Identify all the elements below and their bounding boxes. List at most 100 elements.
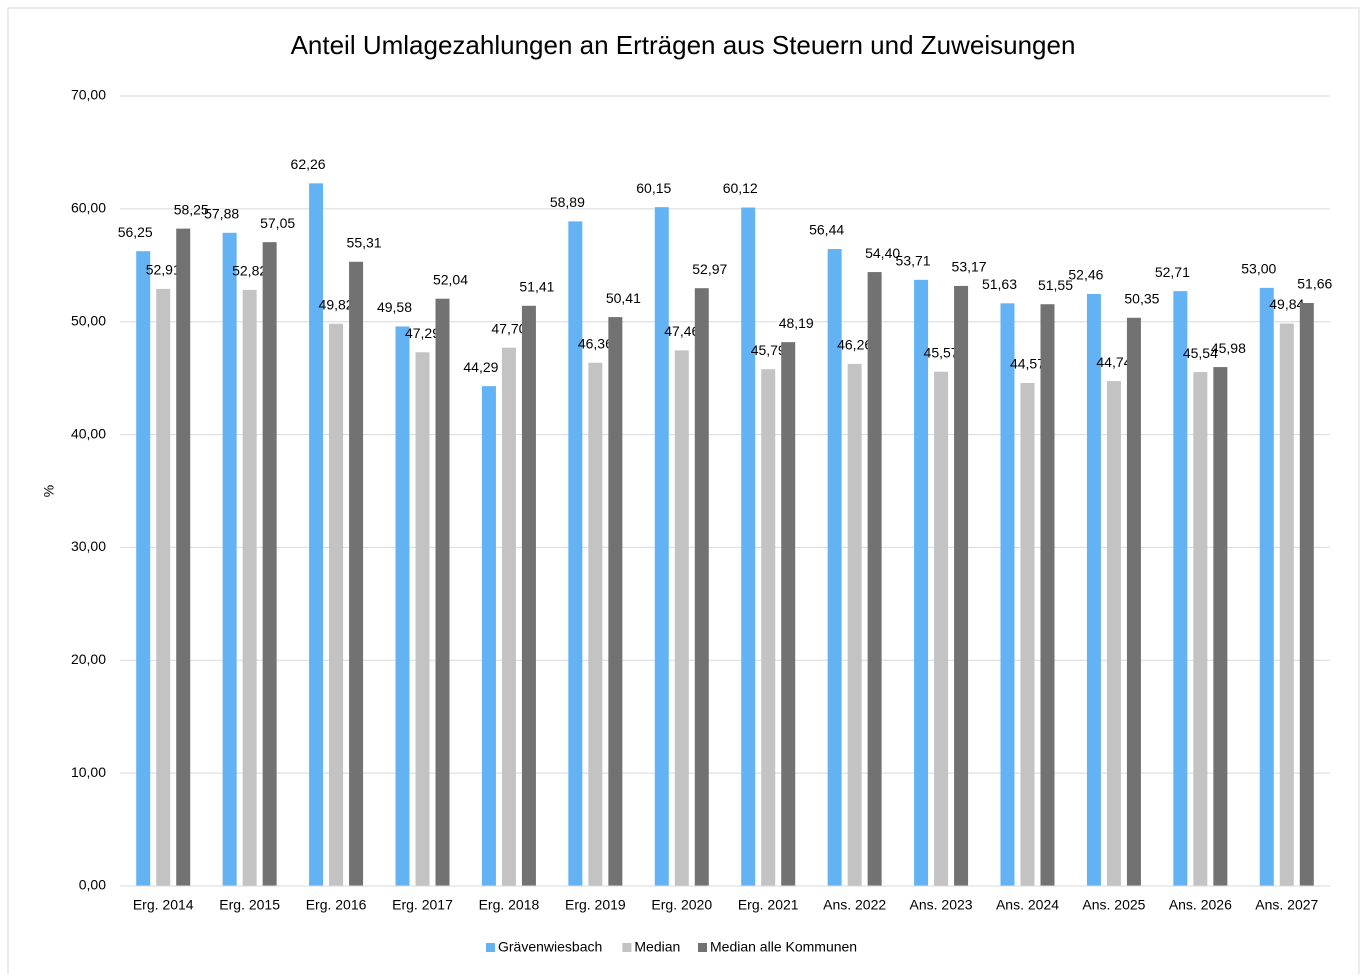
bar [136, 251, 151, 886]
legend-swatch [622, 943, 632, 952]
x-tick-label: Erg. 2020 [651, 897, 712, 913]
data-label: 49,58 [377, 299, 412, 315]
bar [242, 289, 257, 887]
data-label: 47,46 [664, 323, 699, 339]
x-tick-label: Erg. 2019 [565, 897, 626, 913]
bar [415, 352, 430, 886]
bar [1173, 291, 1188, 886]
x-tick-label: Erg. 2016 [306, 897, 367, 913]
data-label: 51,41 [519, 279, 554, 295]
data-label: 51,63 [982, 276, 1017, 292]
bar [867, 272, 882, 886]
x-tick-label: Erg. 2015 [219, 897, 280, 913]
data-label: 62,26 [291, 156, 326, 172]
bar [349, 261, 364, 887]
bar [156, 288, 171, 886]
bar [1106, 381, 1121, 886]
data-label: 44,57 [1010, 356, 1045, 372]
x-tick-label: Erg. 2018 [479, 897, 540, 913]
data-label: 56,25 [118, 224, 153, 240]
bar [1193, 372, 1208, 886]
y-axis-label: % [41, 485, 57, 497]
bar [1213, 367, 1228, 886]
y-tick-label: 50,00 [71, 312, 106, 328]
data-label: 45,98 [1211, 340, 1246, 356]
data-label: 57,88 [204, 205, 239, 221]
x-tick-label: Ans. 2023 [910, 897, 973, 913]
y-tick-label: 70,00 [71, 87, 106, 103]
x-tick-label: Ans. 2022 [823, 897, 886, 913]
bar [521, 305, 536, 887]
data-label: 52,46 [1068, 267, 1103, 283]
bar [694, 288, 709, 887]
x-tick-label: Erg. 2017 [392, 897, 453, 913]
legend-label: Median [634, 939, 680, 955]
data-label: 54,40 [865, 245, 900, 261]
data-label: 60,12 [723, 180, 758, 196]
data-label: 49,82 [319, 296, 354, 312]
y-tick-label: 20,00 [71, 651, 106, 667]
bar [1126, 317, 1141, 886]
data-label: 50,41 [606, 290, 641, 306]
bar [914, 279, 929, 886]
bar [568, 221, 583, 887]
x-tick-label: Ans. 2024 [996, 897, 1059, 913]
data-label: 53,17 [952, 259, 987, 275]
y-tick-label: 30,00 [71, 538, 106, 554]
data-label: 45,79 [751, 342, 786, 358]
bar [674, 350, 689, 886]
bar [1279, 323, 1294, 886]
bar [934, 371, 949, 887]
bar [481, 386, 496, 886]
data-label: 53,71 [896, 253, 931, 269]
data-label: 52,82 [232, 263, 267, 279]
bar [176, 228, 191, 886]
bar [435, 298, 450, 887]
y-tick-label: 0,00 [79, 877, 106, 893]
data-label: 51,66 [1297, 276, 1332, 292]
data-label: 45,54 [1183, 345, 1218, 361]
data-label: 58,25 [174, 201, 209, 217]
bar [262, 242, 277, 886]
bar [1086, 293, 1101, 886]
bar [1259, 287, 1274, 886]
bar [1299, 302, 1314, 887]
y-tick-label: 60,00 [71, 200, 106, 216]
data-label: 53,00 [1241, 261, 1276, 277]
x-tick-label: Ans. 2027 [1255, 897, 1318, 913]
bar [588, 362, 603, 886]
bar [1020, 382, 1035, 886]
data-label: 44,74 [1096, 354, 1131, 370]
chart-title: Anteil Umlagezahlungen an Erträgen aus S… [291, 30, 1076, 60]
data-label: 47,70 [491, 320, 526, 336]
legend-swatch [698, 943, 707, 952]
y-tick-label: 40,00 [71, 425, 106, 441]
bar [654, 207, 669, 886]
data-label: 60,15 [636, 180, 671, 196]
data-label: 48,19 [779, 315, 814, 331]
bar [827, 249, 842, 886]
bar [501, 347, 516, 887]
data-label: 58,89 [550, 194, 585, 210]
bar [954, 285, 969, 886]
legend-label: Grävenwiesbach [498, 939, 602, 955]
bar [761, 369, 776, 886]
data-label: 49,84 [1269, 296, 1304, 312]
data-label: 57,05 [260, 215, 295, 231]
bar [608, 317, 623, 886]
bar [741, 207, 756, 886]
data-label: 46,36 [578, 335, 613, 351]
data-label: 46,26 [837, 337, 872, 353]
data-label: 45,57 [924, 344, 959, 360]
x-tick-label: Erg. 2014 [133, 897, 194, 913]
bar [222, 232, 237, 887]
legend-swatch [486, 943, 495, 952]
bar [1000, 303, 1015, 886]
bar [1040, 304, 1055, 886]
data-label: 52,97 [692, 261, 727, 277]
data-label: 56,44 [809, 222, 844, 238]
bar [329, 323, 344, 886]
legend-label: Median alle Kommunen [710, 939, 857, 955]
y-tick-label: 10,00 [71, 764, 106, 780]
